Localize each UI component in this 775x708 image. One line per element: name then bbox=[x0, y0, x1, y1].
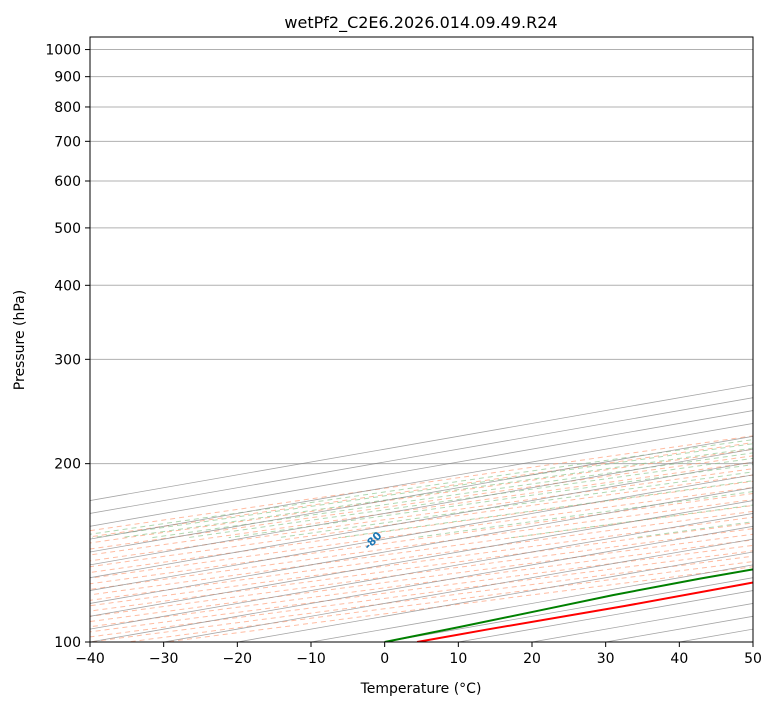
y-tick-label: 900 bbox=[54, 70, 81, 86]
x-tick-label: −40 bbox=[75, 651, 105, 667]
chart-title: wetPf2_C2E6.2026.014.09.49.R24 bbox=[284, 13, 557, 33]
isotherm-line bbox=[90, 461, 753, 579]
y-tick-label: 500 bbox=[54, 221, 81, 237]
isotherm-line bbox=[90, 500, 753, 617]
plot-frame bbox=[89, 36, 754, 643]
isotherm-line bbox=[90, 513, 753, 630]
x-tick-label: −20 bbox=[223, 651, 253, 667]
y-axis-title: Pressure (hPa) bbox=[12, 290, 28, 390]
y-tick-label: 100 bbox=[54, 635, 81, 651]
y-tick-label: 1000 bbox=[45, 43, 81, 59]
x-tick-label: 30 bbox=[597, 651, 615, 667]
x-axis: −40 −30 −20 −10 0 10 20 30 40 50 bbox=[75, 642, 762, 667]
y-axis: 100 200 300 400 500 600 700 800 900 1000 bbox=[45, 43, 90, 651]
isotherm-line bbox=[90, 435, 753, 553]
isotherm-line bbox=[90, 487, 753, 604]
y-tick-label: 600 bbox=[54, 174, 81, 190]
x-tick-label: 20 bbox=[523, 651, 541, 667]
y-tick-label: 300 bbox=[54, 352, 81, 368]
x-tick-label: −30 bbox=[149, 651, 179, 667]
isotherm-line bbox=[90, 525, 753, 642]
background-lines bbox=[90, 49, 753, 642]
y-tick-label: 400 bbox=[54, 278, 81, 294]
y-tick-label: 700 bbox=[54, 134, 81, 150]
isotherm-line bbox=[90, 448, 753, 566]
x-tick-label: −10 bbox=[296, 651, 326, 667]
isotherm-line bbox=[90, 474, 753, 591]
x-tick-label: 0 bbox=[380, 651, 389, 667]
isotherm-line bbox=[163, 538, 753, 642]
x-tick-label: 40 bbox=[670, 651, 688, 667]
x-tick-label: 10 bbox=[449, 651, 467, 667]
y-tick-label: 200 bbox=[54, 457, 81, 473]
y-tick-label: 800 bbox=[54, 100, 81, 116]
x-tick-label: 50 bbox=[744, 651, 762, 667]
x-axis-title: Temperature (°C) bbox=[360, 681, 482, 697]
